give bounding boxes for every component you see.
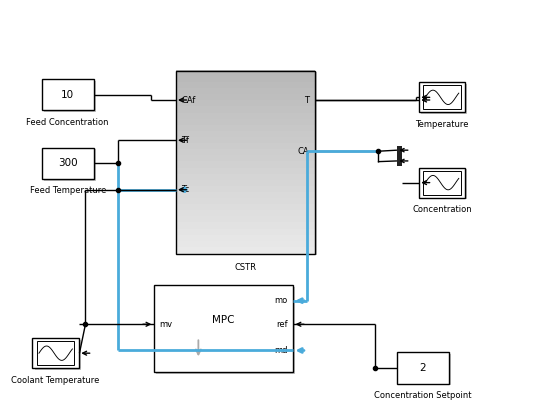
Bar [424,171,461,195]
Bar [42,79,94,110]
Bar [44,81,96,112]
Bar [175,70,315,77]
Bar [175,76,315,83]
Bar [419,82,465,112]
Text: MPC: MPC [212,315,235,325]
Bar [175,125,315,132]
Bar [175,216,315,223]
Bar [175,71,315,254]
Bar [175,235,315,242]
Bar [175,94,315,101]
Text: T: T [305,96,310,104]
Text: CA: CA [298,147,310,156]
Bar [35,340,81,370]
Bar [42,148,94,179]
Bar [175,186,315,193]
Bar [175,247,315,254]
Bar [175,168,315,174]
Bar [175,155,315,162]
Text: 300: 300 [58,158,78,168]
Text: Coolant Temperature: Coolant Temperature [12,376,100,385]
Text: mo: mo [274,296,288,305]
Bar [175,241,315,248]
Bar [178,72,317,255]
Bar [175,192,315,199]
Bar [156,287,295,374]
Text: CAf: CAf [181,96,195,104]
Bar [175,143,315,150]
Bar [175,131,315,138]
Text: Concentration: Concentration [412,205,472,214]
Text: md: md [274,346,288,355]
Bar [175,228,315,235]
Bar [175,88,315,95]
Bar [32,338,79,368]
Text: Feed Temperature: Feed Temperature [30,186,106,196]
Bar [175,113,315,119]
Text: 2: 2 [420,363,426,373]
Text: Temperature: Temperature [415,120,469,129]
Bar [175,100,315,107]
Bar [421,84,468,114]
Text: Feed Concentration: Feed Concentration [26,118,109,127]
Bar [399,354,451,385]
Text: Concentration Setpoint: Concentration Setpoint [374,391,472,400]
Bar [424,85,461,109]
Bar [175,161,315,168]
Bar [175,180,315,187]
Text: CSTR: CSTR [234,263,256,272]
Bar [397,146,403,166]
Bar [37,341,74,365]
Bar [175,149,315,156]
Text: Tc: Tc [181,185,189,194]
Bar [175,210,315,217]
Bar [175,198,315,205]
Bar [175,204,315,211]
Text: ref: ref [276,320,288,329]
Bar [154,285,293,372]
Bar [397,352,449,384]
Text: mv: mv [160,320,172,329]
Bar [175,137,315,144]
Bar [421,169,468,199]
Bar [175,223,315,229]
Text: 10: 10 [61,89,74,100]
Bar [175,82,315,89]
Bar [44,149,96,181]
Bar [175,173,315,181]
Bar [175,119,315,126]
Text: Tf: Tf [181,136,189,145]
Bar [175,106,315,114]
Bar [419,168,465,198]
